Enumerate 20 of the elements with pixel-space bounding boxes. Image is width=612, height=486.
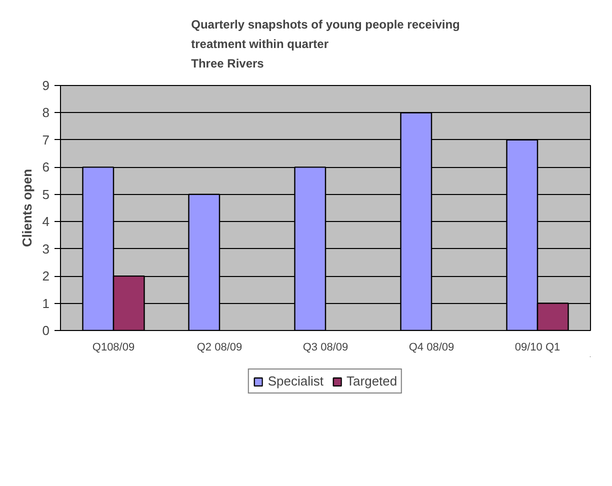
y-tick-label: 3 <box>42 241 50 256</box>
y-tick-label: 7 <box>42 132 50 148</box>
y-tick-label: 6 <box>42 160 50 175</box>
y-tick-label: 9 <box>42 78 50 93</box>
x-tick-label: Q108/09 <box>92 342 135 354</box>
legend-label: Specialist <box>268 374 324 388</box>
x-tick-label: Q4 08/09 <box>408 342 454 354</box>
y-tick-label: 5 <box>42 186 50 202</box>
legend-label: Targeted <box>346 374 398 388</box>
x-tick-label: 09/10 Q1 <box>514 342 560 354</box>
y-tick-label: 1 <box>42 296 50 311</box>
y-axis-title: Clients open <box>19 168 34 248</box>
y-tick-label: 4 <box>42 214 50 230</box>
x-tick-label: Q2 08/09 <box>196 342 242 354</box>
y-tick-label: 8 <box>42 105 50 120</box>
chart-title: Quarterly snapshots of young people receiving treatment within quarter <box>191 17 460 51</box>
x-tick-label: Q3 08/09 <box>302 342 348 354</box>
y-tick-label: 0 <box>42 323 50 338</box>
y-tick-label: 2 <box>42 268 50 284</box>
chart-subtitle: Three Rivers <box>191 56 264 70</box>
